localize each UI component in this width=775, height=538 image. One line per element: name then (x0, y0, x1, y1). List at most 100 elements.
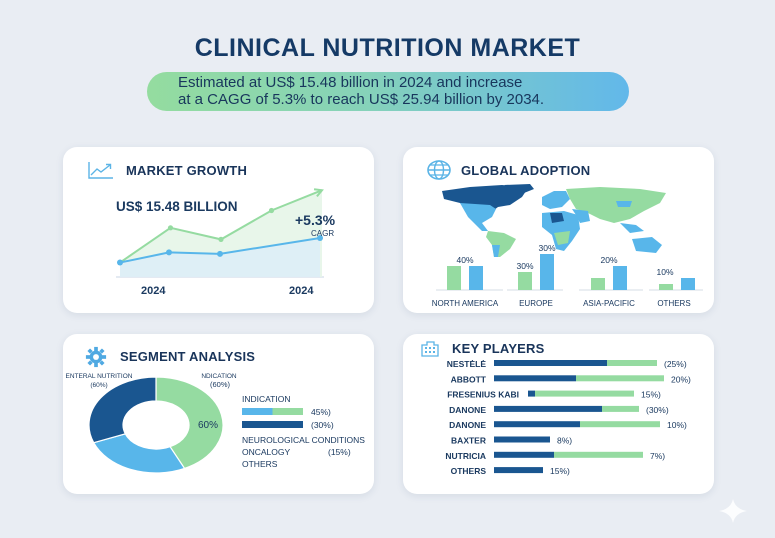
bar-share-navy (494, 451, 554, 458)
bar-share-navy (494, 360, 607, 366)
market-growth-card (63, 147, 374, 313)
market-growth-title: MARKET GROWTH (126, 163, 248, 178)
data-label: 20% (600, 255, 617, 265)
player-name: FRESENIUS KABI (447, 390, 519, 400)
legend-line-neuro: NEUROLOGICAL CONDITIONS (242, 435, 365, 445)
building-icon (421, 341, 439, 357)
summary-line-2: at a CAGG of 5.3% to reach US$ 25.94 bil… (178, 91, 545, 108)
bar-share-green (576, 375, 664, 382)
cagr-value: +5.3% (295, 212, 336, 228)
player-name: BAXTER (451, 436, 486, 446)
map-region-europe (542, 191, 570, 209)
summary-text: Estimated at US$ 15.48 billion in 2024 a… (178, 74, 608, 108)
player-value-label: 15%) (550, 466, 570, 476)
player-value-label: (25%) (664, 359, 687, 369)
legend-line-oncalogy: ONCALOGY (242, 447, 291, 457)
player-name: NUTRICIA (445, 451, 486, 461)
map-region-se-asia (620, 223, 644, 233)
arrow-head (313, 188, 324, 198)
player-value-label: (30%) (646, 405, 669, 415)
map-region-north-africa (550, 213, 564, 223)
donut-slice (155, 376, 224, 470)
growth-value-label: US$ 15.48 BILLION (116, 199, 238, 214)
category-label: OTHERS (657, 299, 690, 308)
data-label: 30% (516, 261, 533, 271)
legend-line-others: OTHERS (242, 459, 278, 469)
sparkle-icon (719, 499, 747, 523)
map-region-north-america (442, 185, 528, 217)
bar-green (518, 272, 532, 290)
player-value-label: 20%) (671, 374, 691, 384)
bar-share-green (580, 421, 660, 428)
bar-share-navy (528, 390, 535, 397)
bar-blue (681, 278, 695, 290)
world-map (442, 184, 666, 257)
market-growth-chart: US$ 15.48 BILLION +5.3% CAGR 2024 2024 (116, 188, 336, 297)
key-players-title: KEY PLAYERS (452, 341, 545, 356)
legend-bar-green (272, 408, 303, 415)
data-label: 10% (656, 267, 673, 277)
data-point (217, 250, 223, 257)
bar-share-navy (494, 421, 580, 428)
map-region-greenland (504, 184, 534, 193)
adoption-bar-chart: NORTH AMERICA EUROPE ASIA-PACIFIC OTHERS 40%… (432, 243, 703, 308)
data-label: 40% (456, 255, 473, 265)
key-players-chart: NESTĖLĖ (25%) ABBOTT 20%) FRESENIUS KABI 15%)… (445, 359, 691, 476)
x-tick-label: 2024 (141, 285, 166, 297)
legend-bar-navy (242, 421, 303, 428)
data-point (166, 249, 172, 256)
legend-bar-blue (242, 408, 273, 415)
player-name: DANONE (449, 420, 486, 430)
player-value-label: 7%) (650, 451, 665, 461)
legend-bar1-label: 45%) (311, 407, 331, 417)
bar-share-navy (494, 436, 550, 443)
map-region-africa (542, 211, 580, 251)
legend-heading: INDICATION (242, 394, 290, 404)
map-region-middle-east (572, 209, 590, 223)
segment-donut-chart: ENTERAL NUTRITION (60%) NDICATION (60%) … (66, 373, 365, 474)
outer-label-enteral-pct: (60%) (90, 382, 107, 389)
series-line-actual (119, 236, 321, 264)
outer-label-indication: NDICATION (201, 373, 237, 380)
donut-center-label: 60% (198, 420, 218, 431)
player-name: ABBOTT (451, 374, 487, 384)
bar-share-green (535, 390, 634, 397)
segment-analysis-title: SEGMENT ANALYSIS (120, 349, 256, 364)
gear-icon (85, 346, 107, 368)
map-region-usa (460, 203, 496, 223)
donut-slice (88, 376, 157, 444)
bar-blue (469, 266, 483, 290)
outer-label-enteral: ENTERAL NUTRITION (66, 373, 133, 380)
data-point (268, 207, 275, 214)
category-label: ASIA-PACIFIC (583, 299, 635, 308)
map-region-central-africa (554, 231, 570, 245)
bar-share-navy (494, 405, 602, 412)
bar-share-green (607, 360, 657, 366)
map-region-asia (566, 187, 666, 223)
data-label: 30% (538, 243, 555, 253)
bar-share-green (554, 451, 643, 458)
bar-green (659, 284, 673, 290)
bar-blue (613, 266, 627, 290)
globe-icon (427, 160, 451, 180)
map-region-australia (632, 237, 662, 253)
cagr-label: CAGR (311, 229, 334, 238)
data-point (167, 225, 174, 231)
player-value-label: 15%) (641, 390, 661, 400)
player-name: OTHERS (451, 466, 487, 476)
map-region-mongolia (616, 201, 632, 207)
bar-share-navy (494, 375, 576, 382)
player-value-label: 10%) (667, 420, 687, 430)
category-label: EUROPE (519, 299, 553, 308)
summary-line-1: Estimated at US$ 15.48 billion in 2024 a… (178, 74, 523, 91)
bar-share-green (602, 405, 639, 412)
summary-banner (147, 72, 629, 111)
map-region-south-america-b (492, 245, 500, 257)
legend-oncalogy-pct: (15%) (328, 447, 351, 457)
trend-chart-icon (88, 162, 113, 179)
player-name: NESTĖLĖ (447, 359, 487, 369)
global-adoption-title: GLOBAL ADOPTION (461, 163, 591, 178)
data-point (317, 234, 323, 241)
bar-blue (540, 254, 554, 290)
x-tick-label: 2024 (289, 285, 314, 297)
